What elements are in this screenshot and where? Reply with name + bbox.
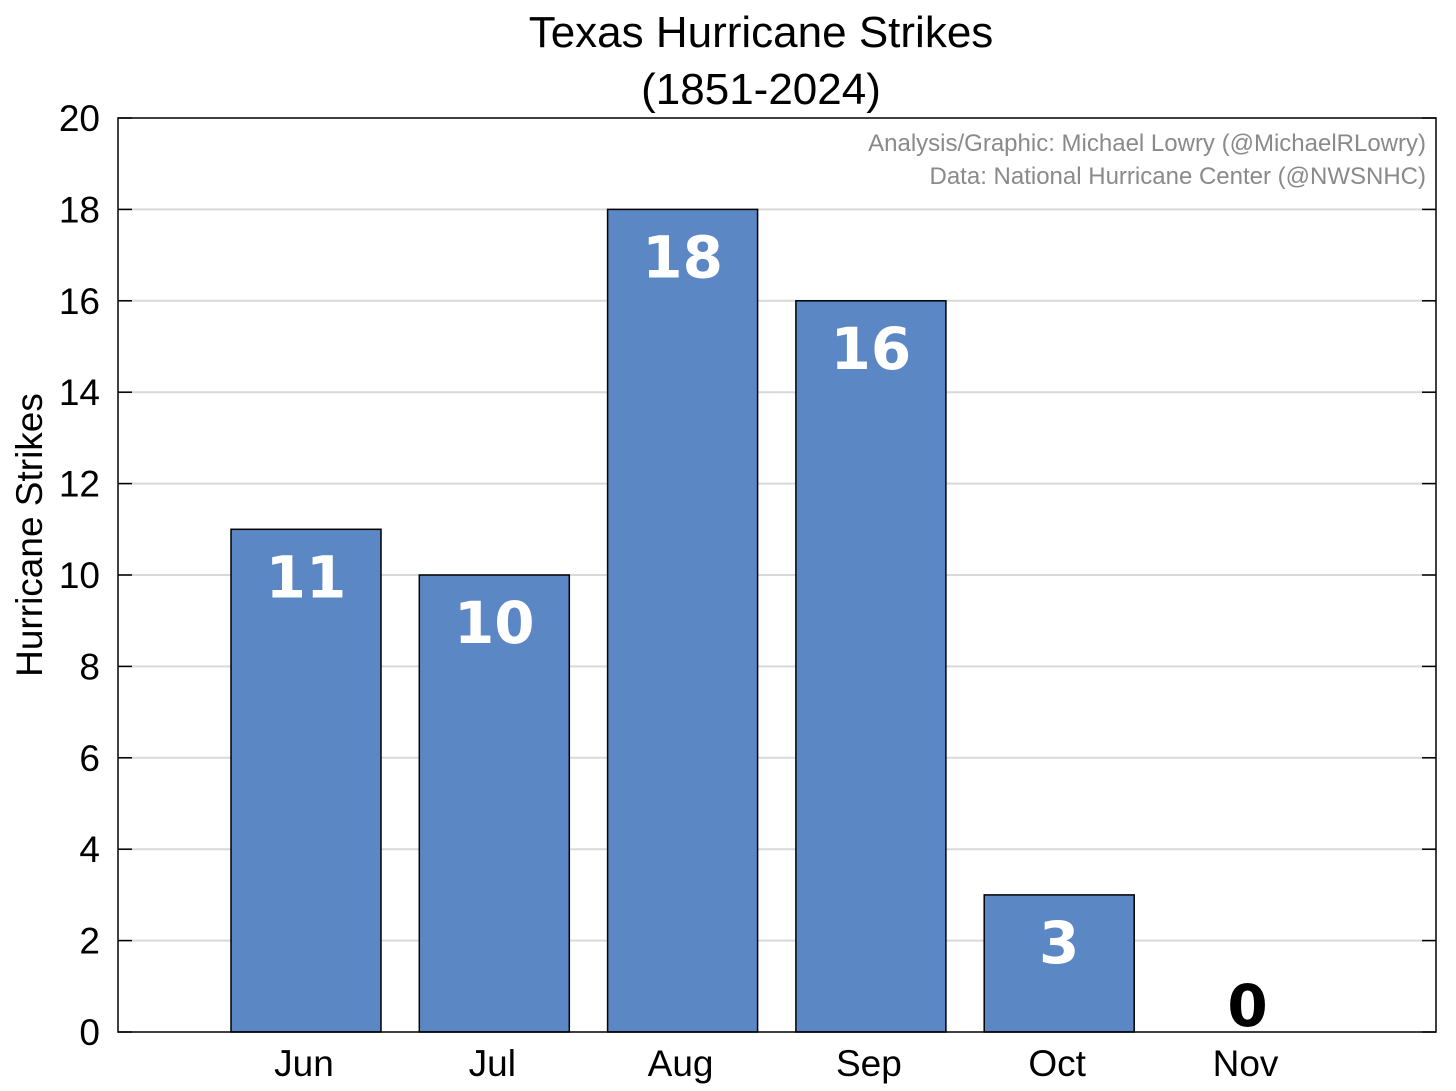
bar-value-label: 11 bbox=[266, 543, 347, 611]
x-tick-label: Nov bbox=[1213, 1043, 1279, 1084]
x-tick-label: Jul bbox=[469, 1043, 516, 1084]
bar-value-label: 0 bbox=[1227, 972, 1267, 1040]
y-tick-label: 14 bbox=[59, 372, 100, 413]
y-tick-label: 2 bbox=[79, 921, 100, 962]
chart-subtitle: (1851-2024) bbox=[641, 65, 881, 114]
y-tick-label: 6 bbox=[79, 738, 100, 779]
y-tick-label: 10 bbox=[59, 555, 100, 596]
y-axis-label: Hurricane Strikes bbox=[9, 393, 50, 677]
x-tick-label: Jun bbox=[274, 1043, 334, 1084]
y-tick-label: 4 bbox=[79, 829, 100, 870]
bar-value-label: 18 bbox=[642, 223, 723, 291]
bar-jun bbox=[230, 528, 382, 1033]
bar-value-label: 10 bbox=[454, 589, 535, 657]
y-tick-label: 20 bbox=[59, 98, 100, 139]
y-tick-label: 8 bbox=[79, 646, 100, 687]
bar-sep bbox=[795, 300, 947, 1033]
y-tick-label: 18 bbox=[59, 189, 100, 230]
x-tick-label: Oct bbox=[1028, 1043, 1086, 1084]
y-tick-label: 12 bbox=[59, 464, 100, 505]
chart-title: Texas Hurricane Strikes bbox=[529, 8, 994, 57]
x-tick-label: Aug bbox=[648, 1043, 714, 1084]
x-tick-label: Sep bbox=[836, 1043, 902, 1084]
plot-frame bbox=[117, 117, 1437, 1033]
axis-ticks: 0 2 4 6 8 10 12 14 16 18 20 Jun Jul Aug Sep Oct Nov bbox=[59, 98, 1436, 1084]
bar-value-label: 16 bbox=[831, 315, 912, 383]
bar-value-label: 3 bbox=[1039, 909, 1079, 977]
bars: 11 10 18 16 3 0 bbox=[230, 208, 1268, 1040]
y-tick-label: 16 bbox=[59, 281, 100, 322]
credit-annotation: Analysis/Graphic: Michael Lowry (@Michae… bbox=[868, 130, 1426, 157]
bar-aug bbox=[606, 208, 759, 1033]
data-source-annotation: Data: National Hurricane Center (@NWSNHC… bbox=[930, 163, 1427, 190]
y-tick-label: 0 bbox=[79, 1012, 100, 1053]
